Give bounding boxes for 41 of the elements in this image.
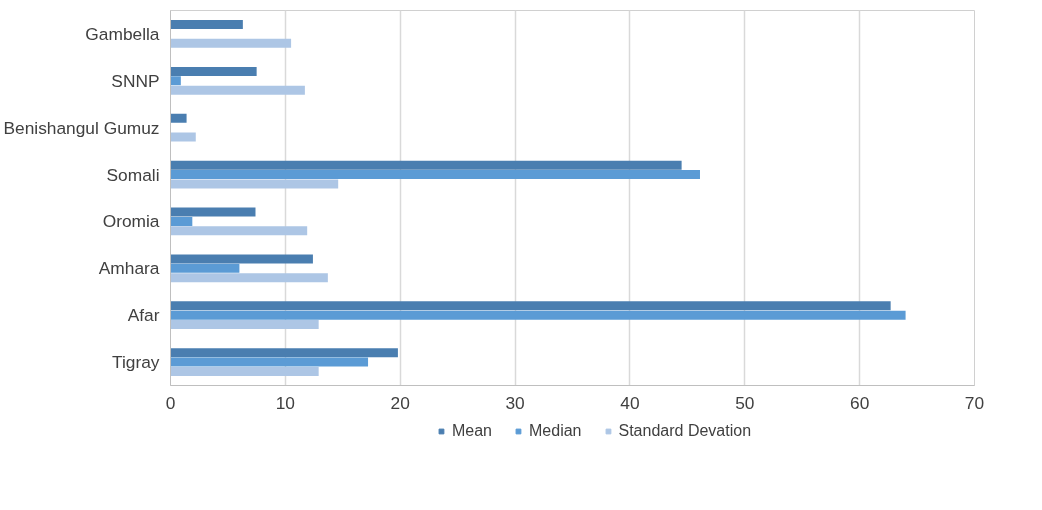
bar [170, 20, 243, 30]
bar [170, 38, 292, 48]
bar [170, 113, 187, 123]
legend-label: Median [529, 422, 582, 440]
bar [170, 263, 240, 273]
x-tick-label: 30 [505, 392, 525, 413]
x-tick-label: 50 [735, 392, 755, 413]
y-tick-label: Afar [127, 305, 160, 326]
bar [170, 310, 906, 320]
bar [170, 226, 308, 236]
x-tick-label: 60 [850, 392, 870, 413]
y-tick-label: Amhara [98, 258, 160, 279]
bar [170, 216, 193, 226]
bar [170, 366, 319, 376]
bar [170, 357, 369, 367]
bar [170, 254, 313, 264]
y-tick-label: Oromia [102, 211, 160, 232]
bar [170, 301, 891, 311]
x-tick-label: 40 [620, 392, 640, 413]
bar [170, 179, 339, 189]
y-tick-label: Tigray [112, 352, 160, 373]
y-tick-label: SNNP [111, 70, 160, 91]
bar [170, 160, 682, 170]
y-tick-label: Somali [106, 164, 160, 185]
x-tick-label: 0 [165, 392, 176, 413]
legend-label: Standard Devation [618, 422, 752, 440]
bar [170, 76, 181, 86]
x-tick-label: 10 [275, 392, 295, 413]
bar [170, 170, 700, 180]
bar [170, 273, 328, 283]
x-tick-label: 70 [964, 392, 985, 413]
legend-label: Mean [451, 422, 493, 440]
y-tick-label: Gambella [85, 23, 160, 44]
y-tick-label: Benishangul Gumuz [3, 117, 160, 138]
bar [170, 66, 257, 76]
bar [170, 348, 398, 358]
x-tick-label: 20 [390, 392, 410, 413]
bar [170, 85, 305, 95]
bar [170, 132, 196, 142]
bar [170, 207, 256, 217]
bar [170, 320, 319, 330]
